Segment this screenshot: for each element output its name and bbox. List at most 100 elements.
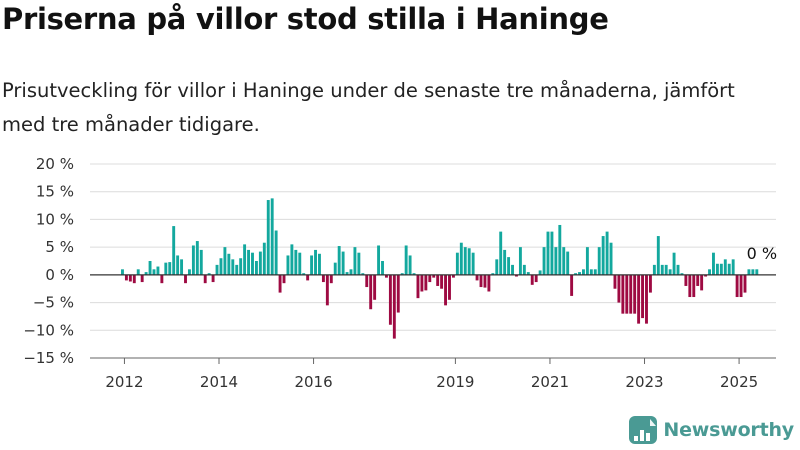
bar bbox=[381, 261, 384, 275]
bar bbox=[349, 269, 353, 275]
bar bbox=[617, 274, 621, 303]
x-tick: 2025 bbox=[720, 358, 758, 391]
bar bbox=[325, 274, 329, 306]
x-tick-label: 2014 bbox=[200, 373, 238, 391]
bar bbox=[739, 274, 743, 298]
x-tick-label: 2019 bbox=[436, 373, 474, 391]
bar bbox=[314, 249, 317, 275]
y-tick: 15 % bbox=[36, 183, 74, 201]
bar bbox=[483, 274, 487, 288]
bar bbox=[629, 274, 633, 314]
bar bbox=[321, 274, 325, 283]
bar bbox=[503, 249, 507, 275]
bar bbox=[373, 274, 377, 300]
bar bbox=[491, 273, 495, 275]
bar bbox=[168, 262, 172, 275]
bar bbox=[207, 273, 211, 275]
bar bbox=[696, 274, 700, 286]
bar bbox=[424, 274, 428, 291]
bar bbox=[448, 274, 451, 300]
bar bbox=[436, 274, 440, 286]
bar bbox=[329, 274, 333, 284]
bar bbox=[388, 274, 392, 325]
bar bbox=[692, 274, 696, 298]
bar bbox=[621, 274, 625, 314]
brand-name: Newsworthy bbox=[663, 419, 794, 441]
bar bbox=[735, 274, 739, 298]
x-tick: 2021 bbox=[531, 358, 569, 391]
last-value-label: 0 % bbox=[747, 244, 777, 263]
x-tick-label: 2012 bbox=[105, 373, 143, 391]
y-tick: 0 % bbox=[45, 266, 74, 284]
newsworthy-logo-icon bbox=[629, 416, 658, 444]
x-tick-label: 2021 bbox=[531, 373, 569, 391]
bar bbox=[471, 252, 475, 275]
bar bbox=[715, 263, 719, 275]
bar bbox=[727, 263, 731, 275]
y-tick-label: 10 % bbox=[36, 210, 74, 228]
bar bbox=[660, 264, 664, 275]
bar bbox=[144, 272, 148, 275]
y-tick: 5 % bbox=[45, 238, 74, 256]
bar bbox=[664, 264, 668, 275]
bar bbox=[172, 226, 176, 275]
bar bbox=[353, 247, 357, 275]
bar bbox=[668, 269, 672, 275]
bar bbox=[160, 274, 164, 284]
y-tick: −15 % bbox=[23, 349, 74, 367]
bar bbox=[191, 245, 195, 275]
bar bbox=[404, 245, 408, 275]
bar bbox=[121, 269, 124, 275]
bar bbox=[455, 252, 459, 275]
bar bbox=[589, 269, 593, 275]
bar bbox=[672, 252, 676, 275]
bar bbox=[199, 249, 203, 275]
bar bbox=[254, 261, 258, 275]
y-tick-label: 5 % bbox=[45, 238, 74, 256]
bars bbox=[121, 198, 759, 339]
bar bbox=[652, 264, 656, 275]
y-tick-label: 20 % bbox=[36, 155, 74, 173]
bar bbox=[680, 273, 684, 275]
bar bbox=[444, 274, 447, 306]
y-tick: −10 % bbox=[23, 321, 74, 339]
bar bbox=[310, 255, 314, 275]
bar bbox=[124, 274, 128, 281]
bar bbox=[357, 252, 361, 275]
x-tick: 2019 bbox=[436, 358, 474, 391]
bar bbox=[582, 269, 585, 275]
bar bbox=[495, 259, 499, 275]
bar bbox=[243, 244, 247, 275]
bar bbox=[633, 274, 637, 314]
bar bbox=[605, 231, 609, 275]
x-tick: 2016 bbox=[294, 358, 333, 391]
bar bbox=[554, 247, 558, 275]
bar bbox=[247, 249, 250, 275]
bar bbox=[613, 274, 617, 289]
x-tick-label: 2016 bbox=[294, 373, 332, 391]
y-tick-label: 15 % bbox=[36, 183, 74, 201]
bar bbox=[601, 236, 605, 275]
bar bbox=[274, 230, 278, 275]
bar bbox=[302, 273, 306, 275]
bar bbox=[637, 274, 641, 324]
bar bbox=[306, 274, 310, 281]
y-tick-label: −15 % bbox=[23, 349, 74, 367]
bar bbox=[164, 262, 168, 275]
bar bbox=[180, 259, 184, 275]
bar bbox=[140, 274, 144, 283]
bar bbox=[558, 224, 562, 275]
bar bbox=[231, 259, 235, 275]
bar bbox=[333, 262, 337, 275]
bar bbox=[286, 255, 290, 275]
bar bbox=[566, 251, 570, 275]
bar bbox=[290, 244, 294, 275]
bar bbox=[546, 231, 550, 275]
bar bbox=[440, 274, 444, 289]
bar bbox=[278, 274, 282, 293]
bar bbox=[432, 274, 436, 278]
bar bbox=[731, 259, 735, 275]
bar bbox=[538, 270, 542, 275]
bar bbox=[704, 274, 708, 277]
